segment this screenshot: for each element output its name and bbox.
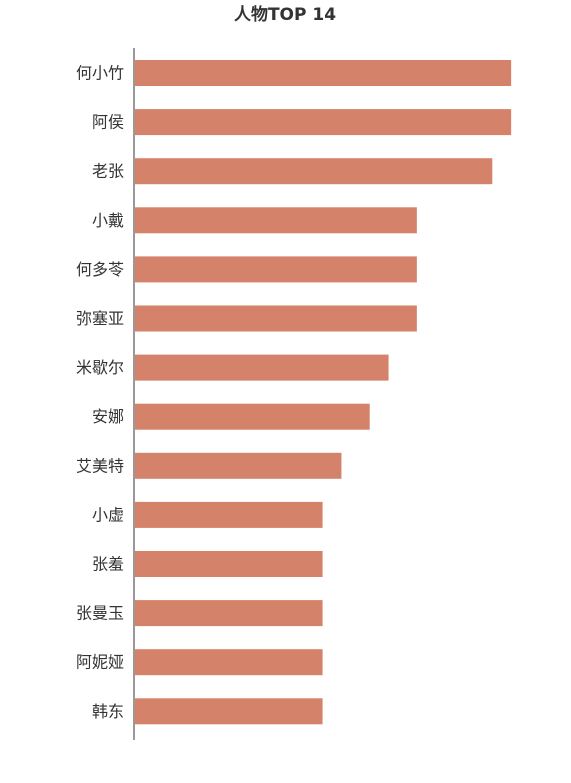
category-label-12: 张曼玉 xyxy=(76,604,124,623)
bar-13 xyxy=(135,649,323,676)
bar-10 xyxy=(135,501,323,528)
category-label-11: 张羞 xyxy=(92,555,124,574)
bar-9 xyxy=(135,452,342,479)
category-label-7: 米歇尔 xyxy=(76,358,124,377)
category-label-2: 阿侯 xyxy=(92,113,124,132)
bar-8 xyxy=(135,403,370,430)
category-label-9: 艾美特 xyxy=(76,456,124,475)
bar-6 xyxy=(135,305,417,332)
category-label-3: 老张 xyxy=(92,162,124,181)
bar-11 xyxy=(135,551,323,577)
bar-5 xyxy=(135,256,417,283)
bar-1 xyxy=(135,60,512,86)
category-label-10: 小虚 xyxy=(92,505,124,524)
category-label-13: 阿妮娅 xyxy=(76,653,124,672)
bar-7 xyxy=(135,354,389,381)
bars-layer xyxy=(135,60,512,725)
bar-14 xyxy=(135,698,323,725)
category-label-14: 韩东 xyxy=(92,702,124,721)
bar-4 xyxy=(135,207,417,234)
chart-title: 人物TOP 14 xyxy=(234,4,336,25)
bar-3 xyxy=(135,158,493,185)
category-label-5: 何多苓 xyxy=(76,260,124,279)
bar-2 xyxy=(135,109,512,136)
bar-12 xyxy=(135,600,323,627)
category-label-4: 小戴 xyxy=(92,211,124,230)
category-label-6: 弥塞亚 xyxy=(76,309,124,328)
category-label-8: 安娜 xyxy=(92,407,124,426)
category-label-1: 何小竹 xyxy=(76,64,124,83)
